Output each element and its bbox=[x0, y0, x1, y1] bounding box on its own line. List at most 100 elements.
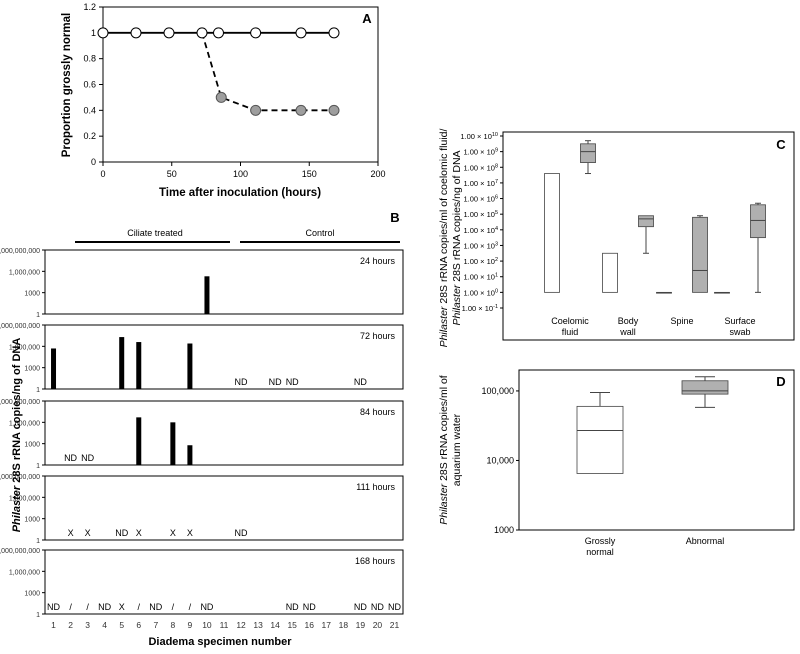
panel-b-subplot-84-hours: 84 hours 1 1000 1,000,000 1,000,000,000 ND ND bbox=[0, 399, 404, 470]
subplot-ytick-label: 1000 bbox=[24, 591, 40, 598]
panel-d-frame bbox=[518, 369, 795, 531]
mark-specimen-15: ND bbox=[286, 377, 299, 387]
mark-specimen-4: ND bbox=[98, 602, 111, 612]
mark-specimen-14: ND bbox=[269, 377, 282, 387]
panel-c-letter: C bbox=[776, 137, 786, 152]
panel-a-letter: A bbox=[362, 11, 372, 26]
subplot-ytick-label: 1000 bbox=[24, 442, 40, 449]
panel-d-box-normal bbox=[576, 391, 624, 474]
subplot-ytick-label: 1,000,000 bbox=[9, 569, 40, 576]
subplot-frame bbox=[44, 249, 404, 315]
mark-specimen-20: ND bbox=[371, 602, 384, 612]
subplot-ytick-label: 1000 bbox=[24, 291, 40, 298]
mark-specimen-2: / bbox=[69, 602, 72, 612]
subplot-ytick-label: 1,000,000 bbox=[9, 269, 40, 276]
panel-c-box-normal-2 bbox=[656, 291, 672, 294]
panel-a-series-1-point bbox=[328, 27, 340, 39]
panel-a-ytick-label: 0 bbox=[91, 157, 96, 167]
mark-specimen-12: ND bbox=[235, 377, 248, 387]
subplot-ytick-label: 1 bbox=[36, 463, 40, 470]
mark-specimen-9: X bbox=[187, 528, 193, 538]
panel-a-series-1-point bbox=[250, 27, 262, 39]
panel-a-ytick-label: 0.4 bbox=[83, 105, 96, 115]
panel-c-ytick-label: 1.00 × 102 bbox=[463, 257, 498, 266]
panel-b-xtick-label: 7 bbox=[153, 620, 158, 630]
panel-a-ytick-label: 0.2 bbox=[83, 131, 96, 141]
panel-d-box-abnormal bbox=[681, 376, 729, 408]
subplot-frame bbox=[44, 549, 404, 615]
panel-a-series-2-point bbox=[328, 104, 340, 116]
box-body bbox=[602, 252, 618, 293]
panel-c-box-normal-1 bbox=[602, 252, 618, 293]
subplot-ytick-label: 1000 bbox=[24, 517, 40, 524]
panel-c-category-label: swab bbox=[729, 327, 750, 337]
mark-specimen-10: ND bbox=[200, 602, 213, 612]
box-body bbox=[656, 291, 672, 294]
panel-b-xtick-label: 19 bbox=[356, 620, 366, 630]
bar-specimen-6 bbox=[136, 342, 142, 389]
bar-specimen-10 bbox=[204, 276, 210, 314]
panel-d-ytick-label: 10,000 bbox=[486, 455, 514, 465]
panel-c-ytick-label: 1.00 × 104 bbox=[463, 226, 498, 235]
panel-c-ytick-label: 1.00 × 108 bbox=[463, 163, 498, 172]
panel-b-bar-charts: B Ciliate treated Control 24 hours110001… bbox=[0, 210, 404, 648]
panel-d-ytick-label: 100,000 bbox=[481, 386, 514, 396]
box-body bbox=[681, 380, 729, 395]
subplot-ytick-label: 1 bbox=[36, 612, 40, 619]
panel-a-xtick-label: 200 bbox=[370, 169, 385, 179]
mark-specimen-6: / bbox=[138, 602, 141, 612]
mark-specimen-19: ND bbox=[354, 602, 367, 612]
mark-specimen-5: ND bbox=[115, 528, 128, 538]
mark-specimen-19: ND bbox=[354, 377, 367, 387]
bar-specimen-1 bbox=[51, 348, 57, 389]
box-body bbox=[544, 173, 560, 293]
panel-c-ytick-label: 1.00 × 10-1 bbox=[462, 304, 498, 313]
panel-c-category-label: Spine bbox=[670, 316, 693, 326]
panel-c-ylabel-line2: Philaster 28S rRNA copies/ng of DNA bbox=[451, 150, 463, 325]
panel-b-xlabel: Diadema specimen number bbox=[148, 636, 292, 648]
mark-specimen-9: / bbox=[189, 602, 192, 612]
mark-specimen-3: X bbox=[85, 528, 91, 538]
panel-a-series-2-point bbox=[250, 104, 262, 116]
panel-b-xtick-label: 4 bbox=[102, 620, 107, 630]
panel-b-xtick-label: 15 bbox=[287, 620, 297, 630]
panel-a-series-1-point bbox=[163, 27, 175, 39]
panel-a-series-1-point bbox=[97, 27, 109, 39]
panel-b-xtick-label: 13 bbox=[253, 620, 263, 630]
subplot-ytick-label: 1 bbox=[36, 312, 40, 319]
panel-d-ytick-label: 1000 bbox=[494, 525, 514, 535]
mark-specimen-5: X bbox=[119, 602, 125, 612]
panel-a-line-chart: A Time after inoculation (hours) Proport… bbox=[61, 2, 386, 199]
panel-c-ytick-label: 1.00 × 105 bbox=[463, 210, 498, 219]
panel-c-ylabel-line1: Philaster 28S rRNA copies/ml of coelomic… bbox=[438, 129, 450, 348]
panel-b-xtick-label: 1 bbox=[51, 620, 56, 630]
mark-specimen-21: ND bbox=[388, 602, 401, 612]
panel-a-series-1-point bbox=[295, 27, 307, 39]
panel-c-box-normal-3 bbox=[714, 291, 730, 294]
subplot-ytick-label: 1 bbox=[36, 538, 40, 545]
panel-b-xticks: 1 2 3 4 5 6 7 8 9 10 11 12 13 14 15 16 17 18 19 20 21 bbox=[51, 620, 399, 630]
panel-c-ytick-label: 1.00 × 103 bbox=[463, 241, 498, 250]
panel-b-xtick-label: 9 bbox=[188, 620, 193, 630]
subplot-frame bbox=[44, 400, 404, 466]
panel-d-category-label: Grossly bbox=[585, 536, 616, 546]
subplot-time-label: 111 hours bbox=[356, 482, 395, 492]
subplot-time-label: 72 hours bbox=[360, 331, 396, 341]
box-body bbox=[580, 143, 596, 163]
panel-b-xtick-label: 20 bbox=[373, 620, 383, 630]
panel-b-xtick-label: 6 bbox=[136, 620, 141, 630]
panel-a-xtick-label: 100 bbox=[233, 169, 248, 179]
panel-d-letter: D bbox=[776, 374, 785, 389]
box-body bbox=[576, 405, 624, 474]
panel-b-xtick-label: 14 bbox=[270, 620, 280, 630]
subplot-ytick-label: 1,000,000 bbox=[9, 344, 40, 351]
panel-c-category-label: Coelomic bbox=[551, 316, 589, 326]
box-body bbox=[714, 291, 730, 294]
panel-b-ylabel: Philaster 28S rRNA copies/ng of DNA bbox=[11, 338, 23, 533]
panel-d-category-label: normal bbox=[586, 547, 614, 557]
mark-specimen-7: ND bbox=[149, 602, 162, 612]
panel-d-ylabel-line1: Philaster 28S rRNA copies/ml of bbox=[438, 375, 450, 524]
panel-b-xtick-label: 11 bbox=[220, 620, 229, 630]
panel-c-ytick-label: 1.00 × 100 bbox=[463, 288, 498, 297]
